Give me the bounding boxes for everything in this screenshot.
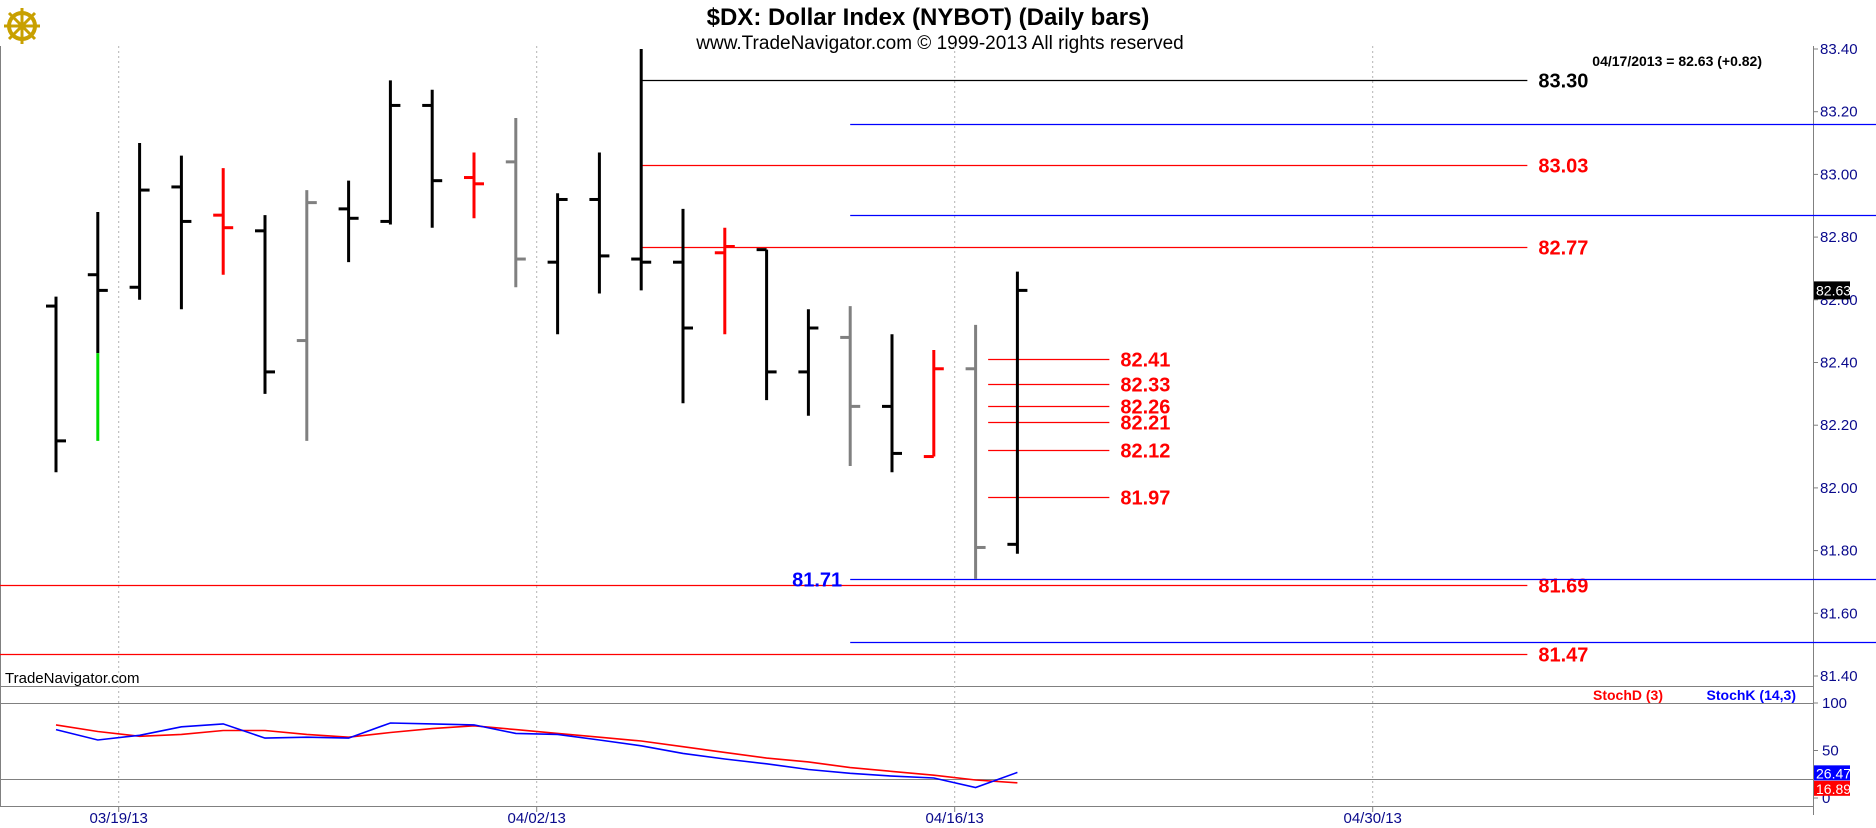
level-label: 83.30 bbox=[1538, 71, 1588, 93]
date-axis: 03/19/13 04/02/13 04/16/13 04/30/13 bbox=[90, 806, 1402, 827]
stoch-k-value-tag bbox=[1814, 765, 1850, 781]
ohlc-bar bbox=[798, 309, 819, 416]
stoch-tick-label: 50 bbox=[1822, 743, 1839, 760]
stoch-d-line bbox=[55, 724, 1018, 784]
legend-stoch-d: StochD (3) bbox=[1593, 687, 1663, 703]
chart-subtitle: www.TradeNavigator.com © 1999-2013 All r… bbox=[695, 33, 1183, 54]
date-tick-label: 04/16/13 bbox=[926, 810, 984, 827]
price-tick-label: 82.00 bbox=[1820, 480, 1858, 497]
ohlc-bar bbox=[380, 80, 401, 225]
ohlc-bar bbox=[505, 117, 526, 288]
stoch-d-value-tag-text: 16.89 bbox=[1816, 781, 1851, 797]
last-price-tag: 82.63 bbox=[1814, 281, 1851, 300]
ohlc-bar bbox=[882, 334, 902, 473]
level-label: 82.21 bbox=[1120, 413, 1170, 435]
price-tick-label: 83.20 bbox=[1820, 104, 1858, 121]
stoch-tick-label: 100 bbox=[1822, 695, 1847, 712]
level-label: 82.33 bbox=[1120, 375, 1170, 397]
ohlc-bar bbox=[965, 324, 986, 579]
price-tick-label: 83.00 bbox=[1820, 166, 1858, 183]
ohlc-bar bbox=[87, 212, 108, 441]
price-tick-label: 82.80 bbox=[1820, 229, 1858, 246]
ohlc-bar bbox=[213, 168, 234, 275]
level-label: 82.26 bbox=[1120, 397, 1170, 419]
level-label: 83.03 bbox=[1538, 156, 1588, 178]
brand-watermark: TradeNavigator.com bbox=[5, 670, 140, 687]
level-label: 81.71 bbox=[792, 570, 842, 592]
price-tick-label: 83.40 bbox=[1820, 41, 1858, 58]
last-price-box bbox=[1814, 281, 1850, 300]
ohlc-bars bbox=[46, 49, 1028, 579]
ohlc-bar bbox=[422, 89, 443, 228]
price-tick-label: 81.40 bbox=[1820, 668, 1858, 685]
ohlc-bar bbox=[46, 296, 66, 473]
ohlc-bar bbox=[1007, 271, 1028, 554]
ohlc-bar bbox=[255, 215, 275, 394]
ohlc-bar bbox=[296, 190, 317, 441]
ohlc-bar bbox=[338, 180, 359, 263]
last-price-value: 82.63 bbox=[1816, 282, 1851, 298]
date-tick-label: 04/02/13 bbox=[508, 810, 566, 827]
ohlc-bar bbox=[756, 248, 777, 401]
stoch-tick-label: 0 bbox=[1822, 790, 1830, 807]
date-gridlines bbox=[118, 46, 1374, 806]
price-tick-label: 81.80 bbox=[1820, 543, 1858, 560]
stoch-d-value-tag bbox=[1814, 780, 1850, 796]
level-label: 81.47 bbox=[1538, 645, 1588, 667]
legend-stoch-k: StochK (14,3) bbox=[1707, 687, 1796, 703]
ohlc-bar bbox=[714, 227, 735, 335]
stoch-k-line bbox=[55, 722, 1018, 789]
price-tick-label: 82.20 bbox=[1820, 417, 1858, 434]
price-tick-label: 81.60 bbox=[1820, 605, 1858, 622]
ohlc-bar bbox=[129, 143, 150, 300]
stoch-k-value-tag-text: 26.47 bbox=[1816, 765, 1851, 781]
date-tick-label: 04/30/13 bbox=[1344, 810, 1402, 827]
logo bbox=[4, 8, 40, 44]
ohlc-bar bbox=[171, 155, 192, 310]
level-label: 81.69 bbox=[1538, 576, 1588, 598]
price-tick-label: 82.40 bbox=[1820, 355, 1858, 372]
ohlc-bar bbox=[923, 349, 944, 459]
level-label: 82.77 bbox=[1538, 238, 1588, 260]
ohlc-bar bbox=[589, 152, 610, 294]
level-label: 82.12 bbox=[1120, 441, 1170, 463]
chart-title: $DX: Dollar Index (NYBOT) (Daily bars) bbox=[707, 4, 1150, 31]
last-quote-label: 04/17/2013 = 82.63 (+0.82) bbox=[1592, 53, 1762, 69]
level-label: 82.41 bbox=[1120, 350, 1170, 372]
ohlc-bar bbox=[840, 306, 861, 466]
ohlc-bar bbox=[673, 208, 693, 404]
level-lines: 83.3083.0382.7781.6981.4783.1682.8781.71… bbox=[0, 71, 1876, 667]
ohlc-bar bbox=[547, 193, 568, 335]
date-tick-label: 03/19/13 bbox=[90, 810, 148, 827]
price-axis-ticks: 83.4083.2083.0082.8082.6082.4082.2082.00… bbox=[1813, 41, 1858, 685]
ohlc-bar bbox=[464, 152, 484, 219]
level-label: 81.97 bbox=[1120, 488, 1170, 510]
ohlc-bar bbox=[631, 49, 652, 291]
